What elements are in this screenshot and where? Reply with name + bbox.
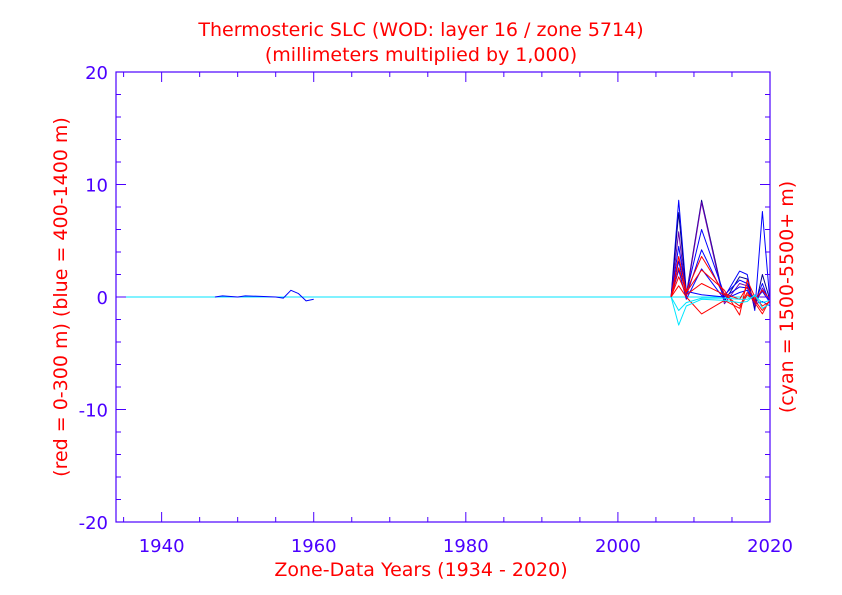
series-line: [670, 229, 771, 304]
y-tick-label: -10: [79, 401, 108, 422]
series-line: [670, 294, 771, 326]
series-line: [670, 295, 771, 311]
series-line: [214, 289, 314, 302]
x-tick-label: 1980: [443, 536, 489, 557]
series-line: [670, 256, 771, 300]
series-line: [670, 199, 771, 311]
y-tick-label: 0: [97, 288, 108, 309]
x-tick-label: 2020: [747, 536, 793, 557]
series-layer: [116, 199, 771, 326]
chart-subtitle: (millimeters multiplied by 1,000): [264, 44, 578, 66]
y-tick-label: -20: [79, 513, 108, 534]
series-line: [670, 202, 771, 307]
chart-title: Thermosteric SLC (WOD: layer 16 / zone 5…: [198, 19, 644, 41]
series-line: [670, 199, 771, 309]
x-tick-label: 1940: [139, 536, 185, 557]
series-line: [670, 285, 771, 315]
y-axis-label-right: (cyan = 1500-5500+ m): [776, 180, 799, 414]
x-tick-label: 1960: [291, 536, 337, 557]
y-tick-label: 20: [85, 63, 108, 84]
y-axis-label-left: (red = 0-300 m) (blue = 400-1400 m): [49, 117, 72, 477]
tick-layer: [116, 71, 771, 523]
x-tick-label: 2000: [595, 536, 641, 557]
series-line: [670, 276, 771, 315]
y-tick-label: 10: [85, 176, 108, 197]
x-axis-label: Zone-Data Years (1934 - 2020): [274, 559, 568, 581]
